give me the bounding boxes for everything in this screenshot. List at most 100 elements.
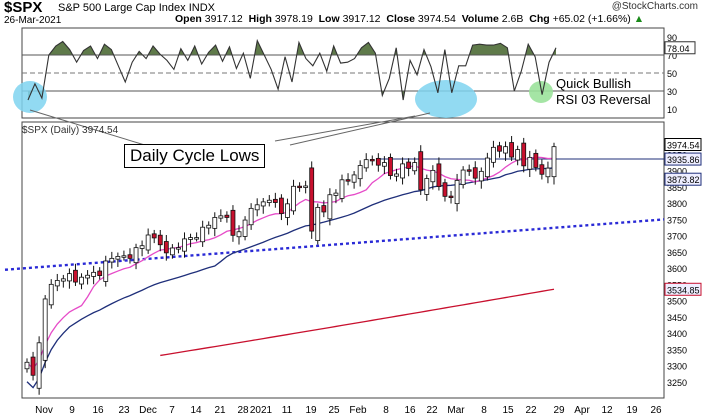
candle-body (503, 146, 508, 154)
price-tick-3250: 3250 (667, 378, 687, 388)
price-frame (21, 121, 665, 399)
price-tick-3500: 3500 (667, 297, 687, 307)
candle-body (412, 162, 418, 172)
rsi-line (27, 38, 557, 101)
price-tag-box (664, 172, 702, 186)
candle-body (48, 283, 54, 306)
x-label-0: Nov (35, 405, 53, 416)
price-tag-box (664, 282, 702, 296)
candle-body (248, 207, 254, 226)
candle-body (200, 226, 206, 243)
price-panel-legend: $SPX (Daily) 3974.54 (22, 125, 118, 136)
price-panel: 3250330033503400345035003550360036503700… (4, 109, 702, 416)
low-label: Low (318, 13, 340, 25)
price-tag-3: 3534.85 (667, 285, 700, 295)
candle-body (418, 151, 424, 191)
candle-body (472, 167, 478, 179)
candle-body (369, 159, 375, 162)
price-tag-0: 3974.54 (667, 141, 700, 151)
candle-body (375, 157, 381, 166)
candle-body (303, 185, 309, 188)
candle-body (109, 257, 115, 263)
candle-body (545, 167, 551, 178)
x-label-5: 7 (169, 405, 175, 416)
rsi-reversal-note-line2: RSI 03 Reversal (556, 92, 651, 107)
x-label-8: 28 (237, 405, 249, 416)
rsi-reversal-note-line1: Quick Bullish (556, 76, 632, 91)
candle-body (115, 256, 121, 260)
candle-body (527, 156, 533, 170)
x-label-10: 11 (282, 405, 293, 416)
candle-body (127, 254, 133, 259)
candle-body (73, 269, 78, 283)
candle-body (333, 192, 339, 196)
low-value: 3917.12 (342, 13, 381, 25)
rsi-tick-10: 10 (667, 105, 677, 115)
price-panel-title: $SPX (Daily) (22, 125, 80, 136)
candle-body (36, 342, 42, 389)
candle-body (406, 161, 412, 169)
brand-watermark: @StockCharts.com (611, 1, 698, 12)
candle-body (315, 206, 321, 241)
candle-body (218, 215, 224, 219)
x-label-15: 16 (404, 405, 416, 416)
x-label-20: 22 (525, 405, 537, 416)
x-label-1: 9 (69, 405, 75, 416)
candle-body (85, 274, 90, 279)
trend-line (4, 218, 665, 271)
rsi-tick-50: 50 (667, 69, 677, 79)
x-label-22: Apr (574, 405, 590, 416)
candle-body (551, 146, 557, 178)
price-tick-3750: 3750 (667, 215, 687, 225)
exchange-text: INDX (188, 2, 215, 14)
volume-value: 2.6B (501, 13, 524, 25)
candle-body (24, 361, 30, 370)
index-name-text: S&P 500 Large Cap Index (58, 2, 186, 14)
candle-body (430, 169, 436, 183)
price-tag-box (664, 152, 702, 166)
candle-body (121, 255, 127, 258)
x-label-23: 12 (601, 405, 613, 416)
chg-label: Chg (529, 13, 550, 25)
candle-body (145, 234, 151, 251)
candle-body (260, 201, 266, 207)
candle-body (351, 174, 357, 183)
candle-body (491, 146, 496, 163)
candle-body (521, 142, 527, 167)
rsi-highlight-reversal (529, 81, 553, 103)
price-tag-2: 3873.82 (667, 175, 700, 185)
candle-body (515, 149, 521, 161)
candle-body (157, 234, 163, 246)
candle-body (436, 163, 442, 188)
high-label: High (248, 13, 272, 25)
candle-body (400, 163, 405, 179)
candle-body (291, 185, 296, 212)
x-label-14: 8 (383, 405, 389, 416)
rsi-last-tag (664, 41, 696, 55)
callout-pointer-feb-a (274, 115, 416, 142)
candle-body (394, 173, 399, 177)
candle-body (54, 280, 60, 287)
x-label-3: 23 (118, 405, 130, 416)
candle-body (345, 179, 351, 182)
ticker-symbol: $SPX (4, 0, 43, 16)
price-tick-3400: 3400 (667, 329, 687, 339)
candle-body (466, 169, 472, 172)
callout-pointer-feb-b (289, 112, 431, 146)
daily-cycle-lows-callout: Daily Cycle Lows (124, 144, 266, 168)
candle-body (139, 245, 145, 249)
candle-body (169, 247, 175, 256)
candle-body (388, 156, 393, 176)
candle-body (91, 271, 97, 277)
candle-body (242, 219, 248, 237)
candle-body (424, 178, 430, 195)
candle-body (460, 169, 466, 186)
chg-value: +65.02 (+1.66%) (552, 13, 631, 25)
candle-body (509, 142, 514, 158)
price-panel-last: 3974.54 (82, 125, 119, 136)
candle-body (484, 157, 490, 178)
candle-body (133, 247, 139, 264)
candle-body (206, 224, 212, 229)
candle-body (236, 231, 242, 238)
